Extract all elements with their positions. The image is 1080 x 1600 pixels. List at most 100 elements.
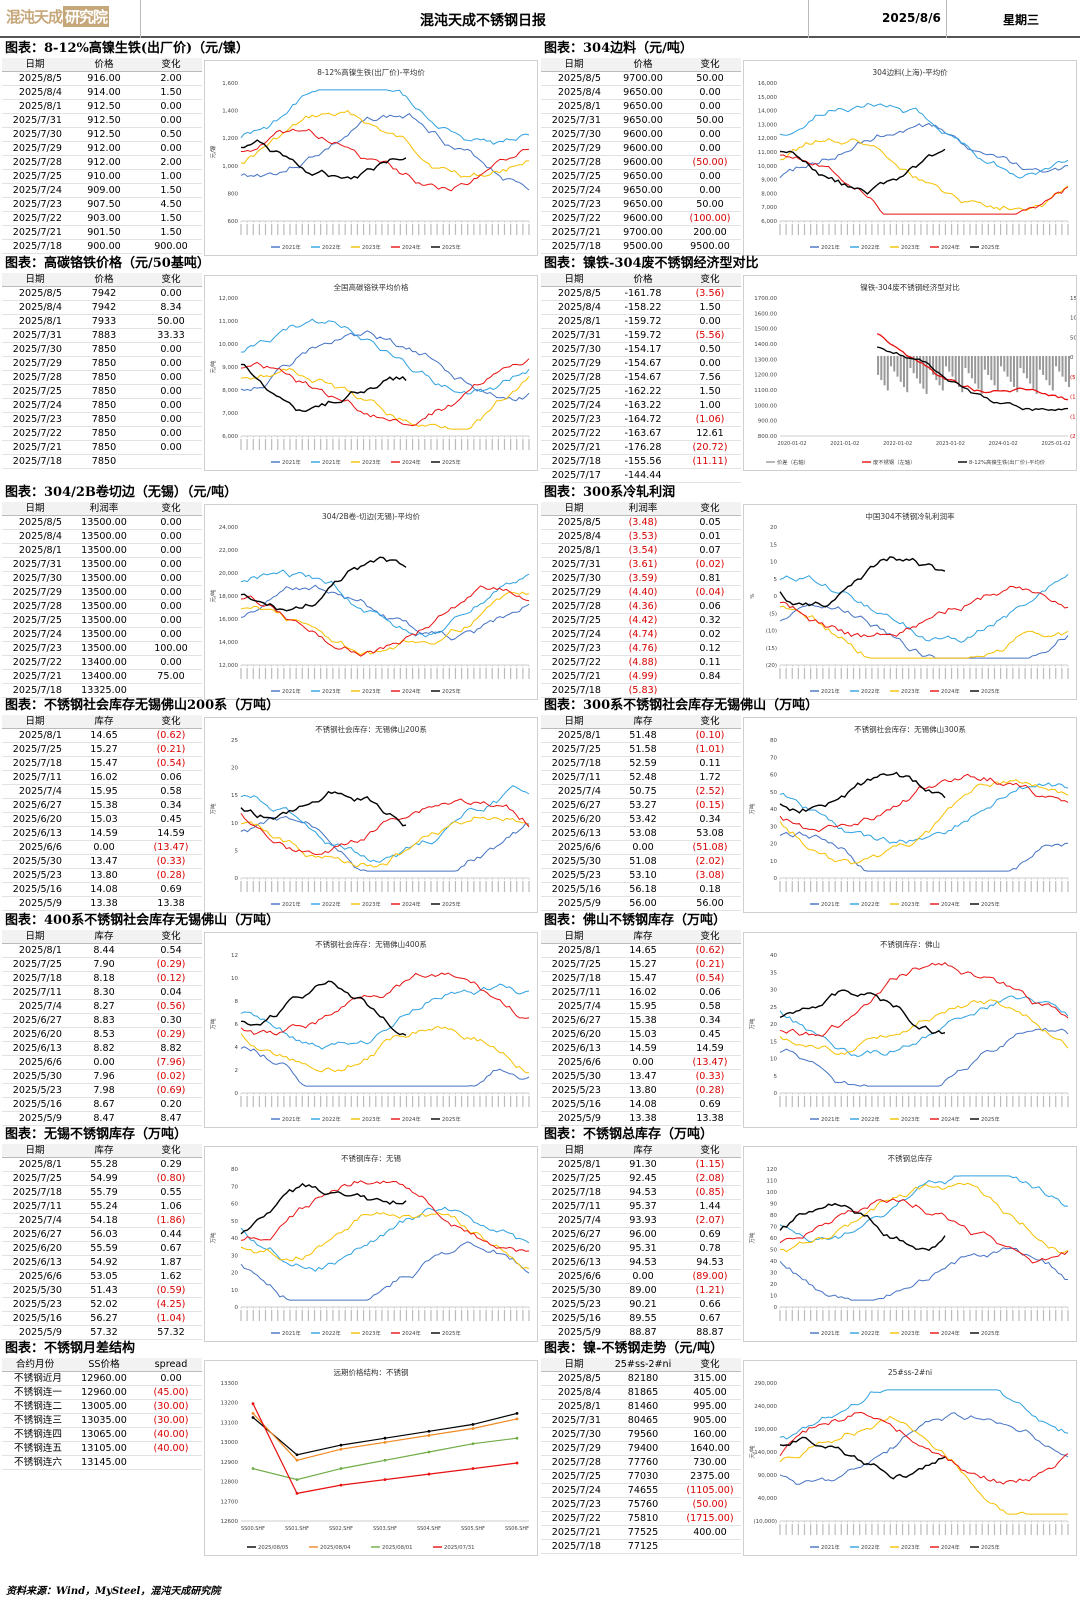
x-tick-label-mark — [528, 881, 530, 892]
table-cell: 2025/7/24 — [551, 400, 601, 411]
table-cell: 2025/8/4 — [557, 531, 601, 542]
column-header: 日期 — [25, 59, 45, 70]
series-line-4 — [240, 1180, 530, 1252]
x-tick-label-mark — [522, 668, 524, 679]
x-tick-label-mark — [485, 224, 487, 235]
table-cell: 33.33 — [157, 330, 185, 341]
x-tick-label-mark — [326, 1310, 328, 1321]
chart-svg: 304边料(上海)-平均价16,00015,00014,00013,00012,… — [758, 67, 1069, 251]
x-tick-label-mark — [834, 1310, 836, 1321]
x-tick-label-mark — [424, 439, 426, 450]
x-tick-label-mark — [840, 1096, 842, 1107]
table-cell: 79560 — [627, 1429, 659, 1440]
legend-label: 2021年 — [821, 243, 840, 251]
table-cell: 901.50 — [87, 227, 121, 238]
table-cell: 9600.00 — [623, 129, 663, 140]
legend-label: 2025年 — [981, 1115, 1000, 1123]
table-cell: 50.00 — [696, 199, 724, 210]
table-row: 2025/7/24 74655 (1105.00) — [541, 1484, 741, 1498]
table-cell: 14.08 — [629, 1099, 657, 1110]
table-cell: 2025/6/20 — [551, 1029, 601, 1040]
x-tick-label-mark — [528, 1096, 530, 1107]
x-tick-label-mark — [264, 1310, 267, 1321]
table-cell: 0.44 — [160, 1229, 182, 1240]
legend-label: 2025/08/05 — [258, 1545, 289, 1551]
y-tick-label: 11,000 — [758, 150, 778, 156]
spread-bar — [1055, 355, 1058, 367]
table-cell: 9650.00 — [623, 185, 663, 196]
x-tick-label-mark — [362, 224, 365, 235]
x-tick-label-mark — [503, 224, 506, 235]
table-cell: -176.28 — [624, 442, 662, 453]
table-cell: 51.08 — [629, 856, 657, 867]
x-tick-label-mark — [405, 881, 408, 892]
x-tick-label-mark — [987, 1096, 989, 1107]
x-tick-label-mark — [1006, 668, 1008, 679]
x-tick-label-mark — [944, 668, 947, 679]
legend-label: 价差（右轴） — [777, 458, 809, 466]
spread-bar — [957, 355, 960, 388]
x-tick-label-mark — [473, 1096, 475, 1107]
x-tick-label-mark — [246, 439, 248, 450]
table-row: 2025/7/24 -163.22 1.00 — [541, 399, 741, 413]
x-tick-label-mark — [803, 668, 806, 679]
table-cell: (0.29) — [156, 1029, 186, 1040]
table-cell: 13.80 — [629, 1085, 657, 1096]
table-row: 2025/5/23 13.80 (0.28) — [541, 1084, 741, 1098]
table-row: 2025/7/18 15.47 (0.54) — [2, 757, 202, 771]
series-line-2 — [779, 1175, 1069, 1243]
table-cell: (4.40) — [628, 587, 658, 598]
x-tick-label-mark — [510, 439, 512, 450]
legend-label: 2022年 — [861, 1543, 880, 1551]
table-cell: 75810 — [627, 1513, 659, 1524]
term-point — [383, 1478, 387, 1481]
table-row: 2025/7/28 9600.00 (50.00) — [541, 156, 741, 170]
table-cell: 2025/7/30 — [12, 573, 62, 584]
x-tick-label-mark — [460, 668, 463, 679]
table-cell: 2025/7/25 — [551, 386, 601, 397]
table-cell: 2025/6/27 — [12, 800, 62, 811]
table-cell: 9500.00 — [690, 241, 730, 252]
panel-1: 图表：8-12%高镍生铁(出厂价)（元/镍） 日期 价格 变化 2025/8/5 916.… — [2, 40, 540, 257]
x-tick-label-mark — [485, 668, 487, 679]
table-cell: 2375.00 — [690, 1471, 730, 1482]
table-cell: 0.00 — [160, 587, 182, 598]
y-tick-label: 1300.00 — [754, 357, 777, 363]
table-row: 2025/7/23 907.50 4.50 — [2, 198, 202, 212]
legend-label: 2024年 — [941, 1115, 960, 1123]
x-tick-label-mark — [510, 1096, 512, 1107]
spread-bar — [967, 355, 970, 374]
series-line-3 — [240, 816, 530, 868]
table-cell: 53.05 — [90, 1271, 118, 1282]
x-tick-label-mark — [516, 1096, 518, 1107]
x-tick-label-mark — [522, 439, 524, 450]
y-tick-label: 60 — [231, 1202, 238, 1208]
series-line-2 — [779, 782, 1069, 844]
table-cell: (4.76) — [628, 643, 658, 654]
x-tick-label-mark — [797, 224, 799, 235]
legend-label: 2021年 — [821, 900, 840, 908]
x-tick-label-mark — [497, 224, 499, 235]
x-tick-label-mark — [871, 881, 873, 892]
table-cell: 74655 — [627, 1485, 659, 1496]
series-line-3 — [779, 605, 1069, 659]
table-cell: 50.00 — [157, 316, 185, 327]
data-table: 合约月份 SS价格 spread 不锈钢近月 12960.00 0.00 不锈钢连一 1296… — [2, 1358, 202, 1470]
table-cell: (1.21) — [695, 1285, 725, 1296]
panel-title: 图表：无锡不锈钢库存（万吨） — [5, 1127, 188, 1142]
table-cell: 2025/7/31 — [551, 1415, 601, 1426]
x-tick-label-mark — [1006, 881, 1008, 892]
spread-bar — [1029, 355, 1032, 384]
table-cell: 2025/7/11 — [12, 1201, 62, 1212]
y-tick-label: 20 — [231, 1271, 238, 1277]
table-cell: (100.00) — [689, 213, 731, 224]
table-cell: (3.61) — [628, 559, 658, 570]
x-tick-label-mark — [865, 1524, 867, 1535]
chart-title: 不锈钢社会库存：无锡佛山300系 — [854, 724, 966, 734]
x-tick-label-mark — [840, 224, 842, 235]
table-cell: (4.88) — [628, 657, 658, 668]
x-tick-label-mark — [332, 881, 334, 892]
x-tick-label-mark — [969, 1310, 971, 1321]
x-tick-label-mark — [938, 1310, 940, 1321]
table-cell: 2025/7/4 — [557, 1001, 601, 1012]
